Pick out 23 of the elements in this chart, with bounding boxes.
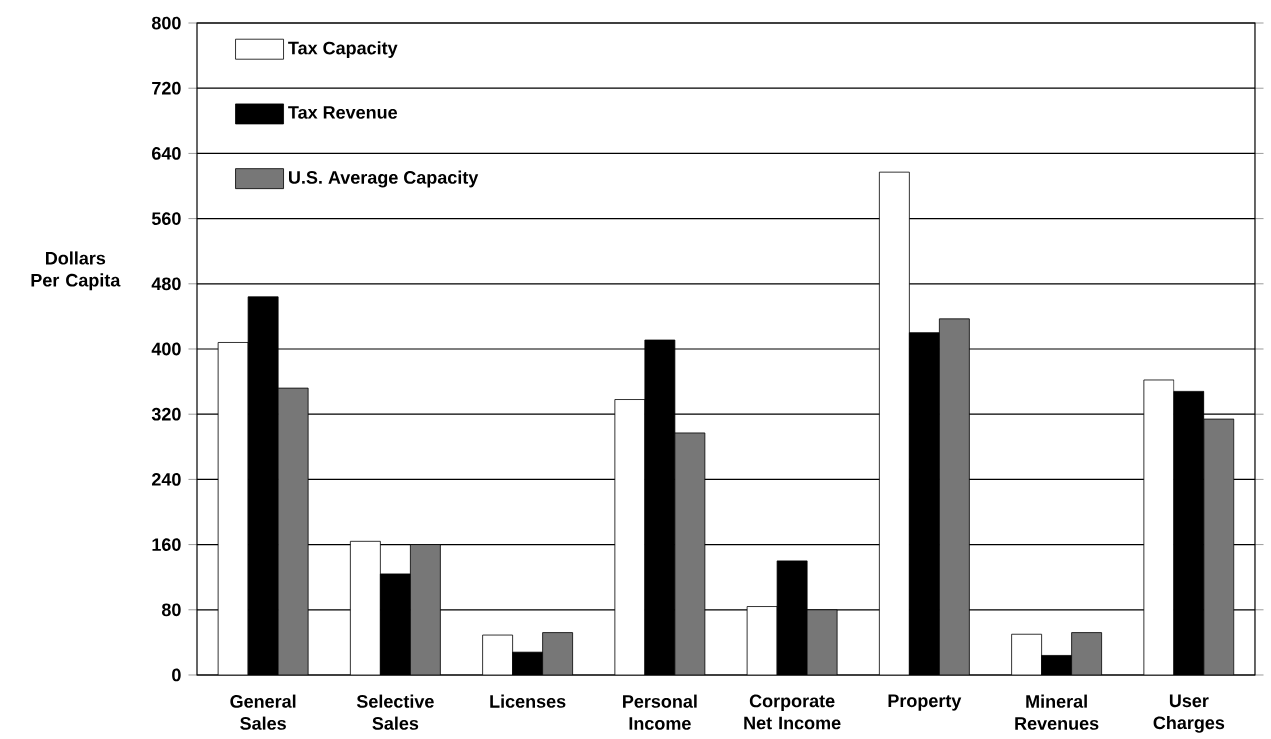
y-tick-label: 240 [151, 472, 181, 486]
x-tick-label: Personal Income [623, 694, 697, 730]
x-tick-label: General Sales [230, 694, 296, 730]
x-tick-label: Licenses [490, 694, 566, 708]
x-tick-label: Mineral Revenues [1015, 694, 1099, 730]
x-tick-label: Property [888, 694, 962, 711]
y-tick-label: 800 [151, 16, 181, 30]
y-tick-label: 80 [161, 603, 181, 616]
x-tick-label: Selective Sales [356, 694, 434, 730]
legend-label: U.S. Average Capacity [289, 170, 479, 188]
y-tick-label: 400 [151, 342, 181, 356]
x-tick-label: User Charges [1153, 694, 1225, 733]
legend-label: Tax Capacity [288, 40, 398, 58]
y-tick-label: 320 [151, 407, 181, 421]
y-tick-label: 640 [152, 146, 181, 160]
y-tick-label: 160 [152, 537, 181, 551]
legend-label: Tax Revenue [288, 106, 398, 119]
y-axis-title: Dollars Per Capita [31, 251, 121, 290]
y-tick-label: 0 [172, 668, 181, 682]
y-tick-label: 480 [151, 277, 181, 290]
y-tick-label: 720 [152, 81, 181, 95]
x-tick-label: Corporate Net Income [744, 694, 841, 730]
y-tick-label: 560 [151, 212, 181, 225]
